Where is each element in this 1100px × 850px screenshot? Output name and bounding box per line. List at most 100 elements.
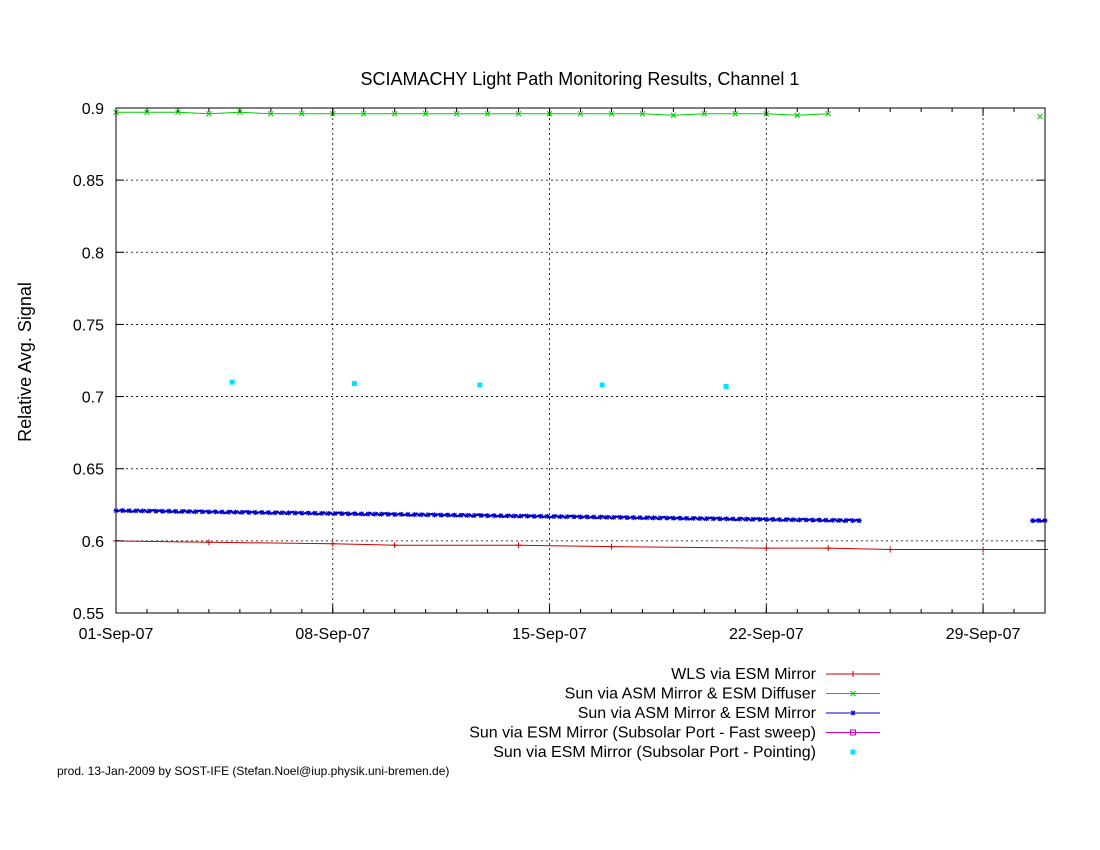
data-point-marker <box>279 510 285 516</box>
data-point-marker <box>1030 518 1036 524</box>
data-point-marker <box>405 512 411 518</box>
data-point-marker <box>252 509 258 515</box>
data-point-marker <box>558 514 564 520</box>
data-point-marker <box>836 517 842 523</box>
data-point-marker <box>750 516 756 522</box>
y-tick-label: 0.55 <box>73 606 104 623</box>
data-point-marker <box>723 383 729 389</box>
data-point-marker <box>783 517 789 523</box>
data-point-marker <box>378 511 384 517</box>
data-point-marker <box>266 510 272 516</box>
legend-label: Sun via ESM Mirror (Subsolar Port - Fast… <box>469 725 816 742</box>
data-point-marker <box>757 516 763 522</box>
data-point-marker <box>385 511 391 517</box>
data-point-marker <box>1036 518 1042 524</box>
data-point-marker <box>351 381 357 387</box>
data-point-marker <box>723 516 729 522</box>
data-point-marker <box>438 512 444 518</box>
data-point-marker <box>770 516 776 522</box>
data-point-marker <box>578 514 583 520</box>
data-point-marker <box>484 110 491 117</box>
data-point-marker <box>670 515 676 521</box>
data-point-marker <box>292 510 298 516</box>
data-point-marker <box>391 542 398 549</box>
x-tick-label: 01-Sep-07 <box>79 626 154 643</box>
data-point-marker <box>704 516 710 522</box>
data-point-marker <box>286 510 292 516</box>
data-point-marker <box>743 516 749 522</box>
data-point-marker <box>485 513 491 519</box>
data-point-marker <box>564 514 570 520</box>
data-point-marker <box>980 546 987 553</box>
data-point-marker <box>604 514 610 520</box>
data-point-marker <box>810 517 816 523</box>
data-point-marker <box>515 110 522 117</box>
data-point-marker <box>259 510 265 516</box>
data-point-marker <box>173 508 179 514</box>
legend-label: Sun via ASM Mirror & ESM Mirror <box>578 705 817 722</box>
y-axis-ticks: 0.55 0.6 0.65 0.7 0.75 0.8 0.85 0.9 <box>73 101 1045 623</box>
data-point-marker <box>453 110 460 117</box>
data-point-marker <box>577 110 584 117</box>
data-point-marker <box>608 110 615 117</box>
data-point-marker <box>422 110 429 117</box>
data-point-marker <box>790 517 796 523</box>
legend-sample <box>826 710 880 716</box>
chart-title: SCIAMACHY Light Path Monitoring Results,… <box>361 69 800 89</box>
legend-sample <box>826 729 880 736</box>
data-point-marker <box>843 517 849 523</box>
data-point-marker <box>471 512 477 518</box>
data-point-marker <box>825 110 832 117</box>
data-point-marker <box>237 109 243 116</box>
data-point-marker <box>478 513 484 519</box>
data-point-marker <box>179 508 185 514</box>
data-point-marker <box>850 671 856 677</box>
y-tick-label: 0.7 <box>82 390 104 407</box>
data-point-marker <box>511 513 517 519</box>
data-point-marker <box>690 515 696 521</box>
data-point-marker <box>451 512 457 518</box>
data-point-marker <box>515 542 522 549</box>
plot-area <box>113 109 1048 553</box>
data-point-marker <box>239 509 245 515</box>
data-point-marker <box>825 545 832 552</box>
data-point-marker <box>477 382 483 388</box>
data-point-marker <box>432 512 438 518</box>
data-point-marker <box>352 511 358 517</box>
data-point-marker <box>644 515 650 521</box>
data-point-marker <box>219 509 225 515</box>
data-point-marker <box>144 109 150 116</box>
data-point-marker <box>360 110 367 117</box>
data-point-marker <box>717 516 723 522</box>
series-2 <box>113 109 1043 120</box>
series-line <box>115 540 1045 550</box>
data-point-marker <box>531 513 537 519</box>
legend-label: Sun via ESM Mirror (Subsolar Port - Poin… <box>493 744 816 761</box>
data-point-marker <box>518 513 524 519</box>
data-point-marker <box>1037 113 1043 120</box>
data-point-marker <box>332 511 338 517</box>
data-point-marker <box>140 508 146 514</box>
series-5 <box>229 379 729 389</box>
legend-label: WLS via ESM Mirror <box>671 666 817 683</box>
data-point-marker <box>803 517 809 523</box>
y-tick-label: 0.75 <box>73 317 104 334</box>
data-point-marker <box>670 112 677 119</box>
y-tick-label: 0.65 <box>73 462 104 479</box>
data-point-marker <box>650 515 656 521</box>
data-point-marker <box>205 539 212 546</box>
data-point-marker <box>524 513 530 519</box>
data-point-marker <box>737 516 743 522</box>
data-point-marker <box>599 382 605 388</box>
y-axis-label: Relative Avg. Signal <box>15 282 35 442</box>
data-point-marker <box>850 729 856 736</box>
data-point-marker <box>312 510 318 516</box>
data-point-marker <box>299 510 305 516</box>
data-point-marker <box>319 510 325 516</box>
data-point-marker <box>298 110 305 117</box>
y-tick-label: 0.8 <box>82 245 104 262</box>
data-point-marker <box>763 516 769 522</box>
data-point-marker <box>133 508 139 514</box>
data-point-marker <box>584 514 590 520</box>
